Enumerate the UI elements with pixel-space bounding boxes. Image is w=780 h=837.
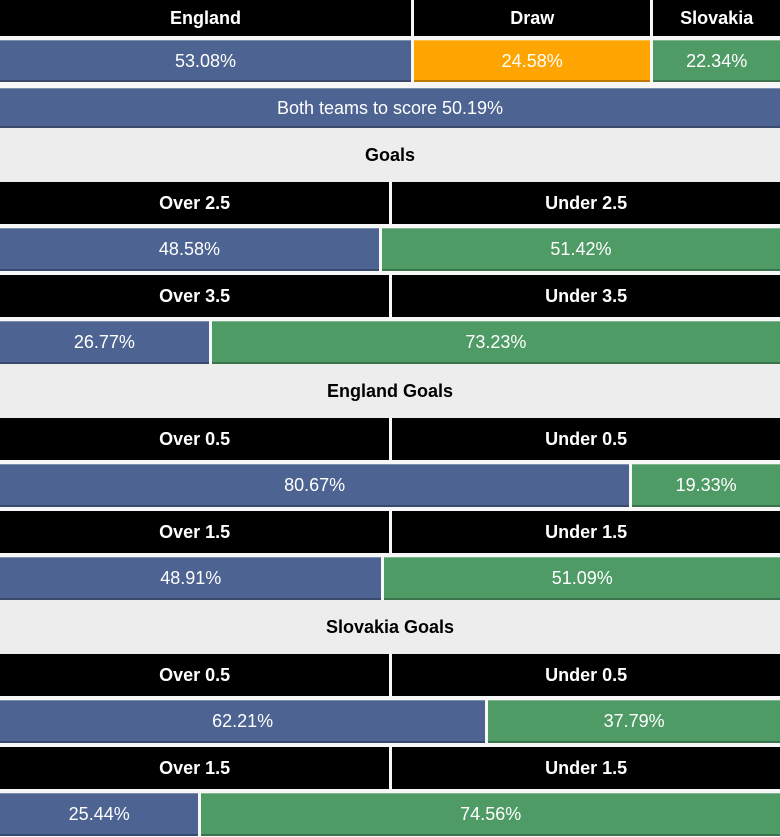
header-cell-england-under-1-5: Under 1.5 [392,511,780,553]
section-title-goals: Goals [0,128,780,182]
england-under-1-5-segment: 51.09% [384,557,780,600]
draw-segment: 24.58% [414,40,651,82]
slovakia-over-0-5-segment: 62.21% [0,700,486,743]
slovakia-under-1-5-segment: 74.56% [201,793,780,836]
slovakia-over-under-0-5-header: Over 0.5 Under 0.5 [0,654,780,696]
slovakia-over-under-1-5-bar: 25.44% 74.56% [0,793,780,836]
header-cell-england-over-0-5: Over 0.5 [0,418,390,460]
header-cell-over-3-5: Over 3.5 [0,275,390,317]
header-cell-england-over-1-5: Over 1.5 [0,511,390,553]
header-cell-over-2-5: Over 2.5 [0,182,390,224]
under-2-5-segment: 51.42% [381,228,780,271]
over-3-5-segment: 26.77% [0,321,209,364]
header-cell-draw: Draw [414,0,651,36]
header-cell-slovakia-over-1-5: Over 1.5 [0,747,390,789]
header-cell-slovakia-over-0-5: Over 0.5 [0,654,390,696]
slovakia-over-under-0-5-bar: 62.21% 37.79% [0,700,780,743]
over-under-3-5-bar: 26.77% 73.23% [0,321,780,364]
section-slovakia-goals: Slovakia Goals Over 0.5 Under 0.5 62.21%… [0,600,780,836]
slovakia-win-segment: 22.34% [653,40,780,82]
england-over-0-5-segment: 80.67% [0,464,630,507]
england-over-1-5-segment: 48.91% [0,557,382,600]
england-under-0-5-segment: 19.33% [632,464,780,507]
slovakia-over-1-5-segment: 25.44% [0,793,199,836]
england-over-under-0-5-bar: 80.67% 19.33% [0,464,780,507]
slovakia-under-0-5-segment: 37.79% [488,700,780,743]
match-result-header: England Draw Slovakia [0,0,780,36]
header-cell-slovakia: Slovakia [653,0,780,36]
header-cell-slovakia-under-1-5: Under 1.5 [392,747,780,789]
slovakia-over-under-1-5-header: Over 1.5 Under 1.5 [0,747,780,789]
under-3-5-segment: 73.23% [211,321,780,364]
over-under-3-5-header: Over 3.5 Under 3.5 [0,275,780,317]
header-cell-england-under-0-5: Under 0.5 [392,418,780,460]
btts-bar: Both teams to score 50.19% [0,88,780,128]
header-cell-under-2-5: Under 2.5 [392,182,780,224]
section-title-england-goals: England Goals [0,364,780,418]
header-cell-england: England [0,0,412,36]
section-goals: Goals Over 2.5 Under 2.5 48.58% 51.42% O… [0,128,780,364]
header-cell-under-3-5: Under 3.5 [392,275,780,317]
over-2-5-segment: 48.58% [0,228,379,271]
section-england-goals: England Goals Over 0.5 Under 0.5 80.67% … [0,364,780,600]
over-under-2-5-header: Over 2.5 Under 2.5 [0,182,780,224]
match-result-bar: 53.08% 24.58% 22.34% [0,40,780,82]
section-title-slovakia-goals: Slovakia Goals [0,600,780,654]
header-cell-slovakia-under-0-5: Under 0.5 [392,654,780,696]
england-over-under-1-5-header: Over 1.5 Under 1.5 [0,511,780,553]
england-over-under-0-5-header: Over 0.5 Under 0.5 [0,418,780,460]
england-win-segment: 53.08% [0,40,412,82]
england-over-under-1-5-bar: 48.91% 51.09% [0,557,780,600]
over-under-2-5-bar: 48.58% 51.42% [0,228,780,271]
